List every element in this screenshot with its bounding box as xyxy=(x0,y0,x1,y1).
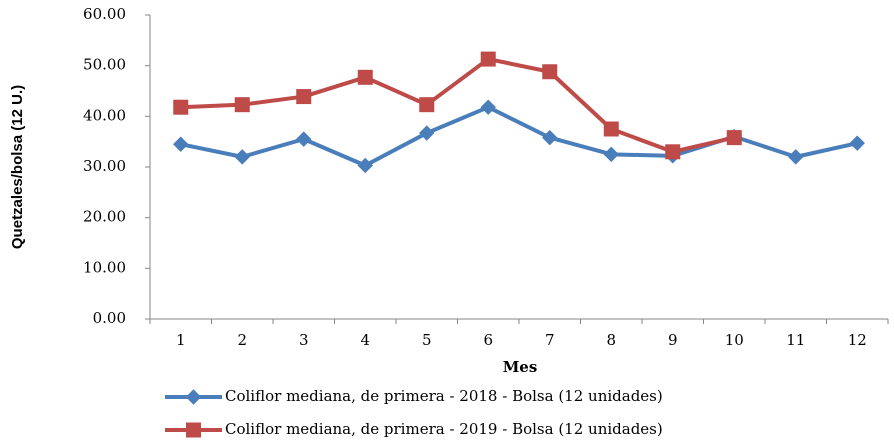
series-line xyxy=(180,57,735,154)
y-tick-label: 0.00 xyxy=(93,309,126,327)
legend-label: Coliflor mediana, de primera - 2019 - Bo… xyxy=(225,420,663,438)
data-point xyxy=(480,51,496,67)
x-tick-label: 11 xyxy=(786,331,805,349)
data-point xyxy=(234,97,250,113)
data-point xyxy=(296,131,312,147)
x-tick-label: 10 xyxy=(725,331,744,349)
data-point xyxy=(234,149,250,165)
legend-label: Coliflor mediana, de primera - 2018 - Bo… xyxy=(225,387,663,405)
x-tick-label: 4 xyxy=(360,331,370,349)
data-point xyxy=(357,69,373,85)
data-point xyxy=(603,146,619,163)
data-point xyxy=(480,99,496,115)
y-tick-label: 50.00 xyxy=(83,56,126,74)
x-tick-label: 8 xyxy=(606,331,616,349)
legend-marker xyxy=(186,422,201,438)
data-point xyxy=(603,121,619,137)
data-point xyxy=(665,144,681,160)
data-point xyxy=(173,136,189,152)
y-tick-label: 20.00 xyxy=(83,208,126,226)
x-tick-label: 1 xyxy=(176,331,186,349)
x-tick-label: 9 xyxy=(668,331,678,349)
x-tick-label: 12 xyxy=(848,331,867,349)
data-point xyxy=(726,130,742,146)
y-tick-label: 40.00 xyxy=(83,106,126,124)
data-point xyxy=(788,149,804,165)
y-tick-label: 60.00 xyxy=(83,5,126,23)
series-line xyxy=(180,105,858,168)
legend-marker xyxy=(185,389,202,405)
x-tick-label: 5 xyxy=(422,331,432,349)
y-tick-label: 10.00 xyxy=(83,258,126,276)
data-point xyxy=(173,99,189,115)
y-tick-label: 30.00 xyxy=(83,157,126,175)
data-point xyxy=(296,89,312,105)
data-point xyxy=(849,135,865,151)
data-point xyxy=(357,157,373,174)
data-point xyxy=(542,64,558,80)
y-axis-title: Quetzales/bolsa (12 U.) xyxy=(9,85,26,249)
data-point xyxy=(419,97,435,113)
data-point xyxy=(419,125,435,141)
x-tick-label: 6 xyxy=(483,331,493,349)
x-tick-label: 3 xyxy=(299,331,309,349)
x-axis-title: Mes xyxy=(503,358,538,376)
data-point xyxy=(542,129,558,146)
x-tick-label: 7 xyxy=(545,331,555,349)
x-tick-label: 2 xyxy=(237,331,247,349)
